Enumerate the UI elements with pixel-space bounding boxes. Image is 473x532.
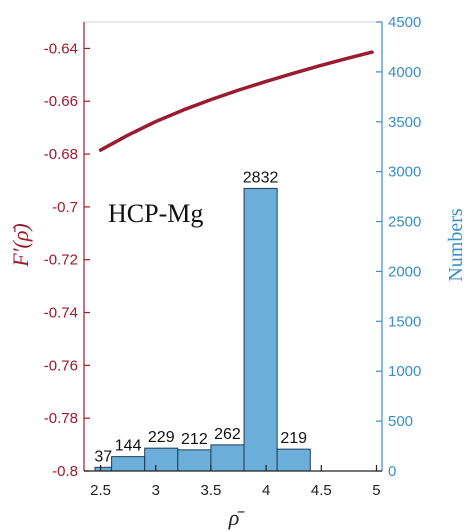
histogram-bar — [111, 456, 146, 472]
x-axis-label: ρ̄ — [228, 505, 246, 530]
left-tick-label: -0.64 — [44, 40, 78, 57]
bottom-tick-label: 4 — [262, 482, 270, 499]
left-tick-label: -0.74 — [44, 305, 78, 322]
right-tick-label: 4500 — [388, 14, 421, 31]
y-axis-right-label: Numbers — [445, 208, 467, 282]
right-tick-label: 2000 — [388, 263, 421, 280]
histogram-bar — [243, 187, 278, 472]
histogram-bar — [276, 448, 311, 472]
bottom-tick-label: 2.5 — [90, 482, 111, 499]
line-series — [98, 50, 374, 152]
left-tick-label: -0.78 — [44, 410, 78, 427]
histogram-bars — [94, 187, 311, 472]
bottom-tick-label: 3 — [152, 482, 160, 499]
right-tick-label: 4000 — [388, 64, 421, 81]
right-tick-label: 3000 — [388, 164, 421, 181]
bottom-tick-label: 5 — [372, 482, 380, 499]
right-tick-label: 3500 — [388, 114, 421, 131]
histogram-bar — [177, 449, 212, 472]
y-axis-left-label: F′(ρ̄) — [8, 223, 33, 267]
annotation-label: HCP-Mg — [108, 199, 203, 228]
left-tick-label: -0.8 — [52, 463, 78, 480]
left-tick-label: -0.68 — [44, 146, 78, 163]
right-tick-label: 0 — [388, 463, 396, 480]
right-tick-label: 1000 — [388, 363, 421, 380]
left-tick-label: -0.76 — [44, 357, 78, 374]
bar-value-label: 229 — [148, 429, 175, 446]
left-tick-label: -0.66 — [44, 93, 78, 110]
bar-value-label: 212 — [181, 431, 208, 448]
bottom-tick-label: 4.5 — [311, 482, 332, 499]
histogram-bar — [210, 444, 245, 472]
left-tick-label: -0.72 — [44, 252, 78, 269]
bar-value-label: 37 — [94, 448, 112, 465]
right-tick-label: 500 — [388, 413, 413, 430]
right-tick-label: 1500 — [388, 313, 421, 330]
bar-value-label: 219 — [280, 430, 307, 447]
bar-value-label: 262 — [214, 426, 241, 443]
left-axis: -0.8 -0.78 -0.76 -0.74 -0.72 -0.7 -0.68 -0.66 -0… — [44, 22, 90, 480]
bottom-axis: 2.5 3 3.5 4 4.5 5 — [84, 465, 382, 499]
histogram-bar — [144, 447, 179, 472]
right-axis: 0 500 1000 1500 2000 2500 3000 3500 4000 4500 — [376, 14, 421, 480]
bottom-tick-label: 3.5 — [200, 482, 221, 499]
bar-value-label: 2832 — [243, 169, 279, 186]
left-tick-label: -0.7 — [52, 199, 78, 216]
right-tick-label: 2500 — [388, 214, 421, 231]
line-series-layer — [98, 50, 374, 152]
bar-value-label: 144 — [115, 438, 142, 455]
